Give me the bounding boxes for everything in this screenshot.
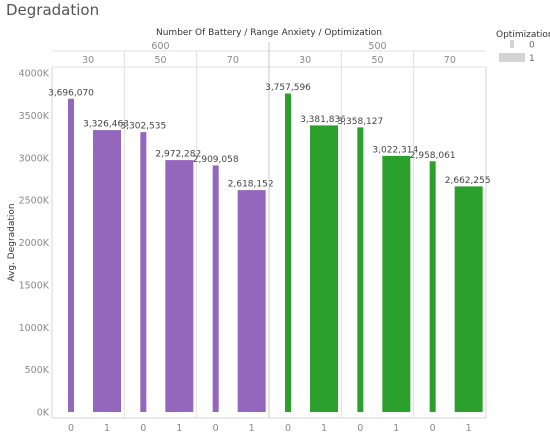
x-tick-label: 0 xyxy=(285,423,291,434)
battery-header-label: 600 xyxy=(151,41,169,52)
bar-value-label: 2,618,152 xyxy=(228,180,274,190)
bar xyxy=(429,161,436,412)
bar xyxy=(454,186,483,412)
bar xyxy=(237,190,266,412)
x-tick-label: 0 xyxy=(68,423,74,434)
bar xyxy=(93,130,121,412)
bar xyxy=(212,165,219,412)
bar xyxy=(140,132,147,412)
bar-value-label: 2,909,058 xyxy=(193,155,239,165)
bar-value-label: 3,381,836 xyxy=(300,115,346,125)
y-tick-label: 2000K xyxy=(19,238,50,249)
y-tick-label: 4000K xyxy=(19,69,50,80)
bar xyxy=(165,160,194,412)
bar-value-label: 2,958,061 xyxy=(410,151,456,161)
bar-value-label: 3,696,070 xyxy=(48,88,94,98)
y-axis-title: Avg. Degradation xyxy=(7,203,17,281)
y-tick-label: 1000K xyxy=(19,323,50,334)
x-tick-label: 1 xyxy=(104,423,110,434)
y-tick-label: 3000K xyxy=(19,153,50,164)
x-tick-label: 1 xyxy=(321,423,327,434)
range-anxiety-header-label: 30 xyxy=(299,55,311,66)
battery-header-label: 500 xyxy=(368,41,386,52)
bar-value-label: 2,972,282 xyxy=(155,150,201,160)
bar-value-label: 2,662,255 xyxy=(445,176,491,186)
bar-value-label: 3,022,314 xyxy=(372,145,418,155)
x-tick-label: 1 xyxy=(466,423,472,434)
range-anxiety-header-label: 70 xyxy=(227,55,239,66)
chart-title: Degradation xyxy=(6,1,100,19)
y-tick-label: 3500K xyxy=(19,111,50,122)
bar xyxy=(68,98,74,413)
legend-swatch-wide xyxy=(499,53,525,62)
x-tick-label: 0 xyxy=(430,423,436,434)
x-tick-label: 1 xyxy=(249,423,255,434)
y-tick-label: 0K xyxy=(37,408,50,419)
x-tick-label: 1 xyxy=(393,423,399,434)
legend-label: 1 xyxy=(529,54,535,64)
y-tick-label: 2500K xyxy=(19,196,50,207)
x-tick-label: 0 xyxy=(357,423,363,434)
bar xyxy=(310,125,338,412)
legend-swatch-thin xyxy=(510,40,514,48)
range-anxiety-header-label: 50 xyxy=(371,55,383,66)
bar-value-label: 3,358,127 xyxy=(337,117,383,127)
bar-value-label: 3,302,535 xyxy=(120,122,166,132)
bar-value-label: 3,757,596 xyxy=(265,83,311,93)
x-tick-label: 0 xyxy=(213,423,219,434)
range-anxiety-header-label: 30 xyxy=(82,55,94,66)
bar-value-label: 3,326,463 xyxy=(83,120,129,130)
range-anxiety-header-label: 70 xyxy=(444,55,456,66)
y-tick-label: 1500K xyxy=(19,280,50,291)
bar xyxy=(382,155,411,412)
bar xyxy=(285,93,291,413)
legend-label: 0 xyxy=(529,41,535,51)
x-tick-label: 1 xyxy=(176,423,182,434)
column-header-title: Number Of Battery / Range Anxiety / Opti… xyxy=(156,28,382,38)
y-tick-label: 500K xyxy=(25,365,50,376)
range-anxiety-header-label: 50 xyxy=(154,55,166,66)
legend-title: Optimization xyxy=(496,30,550,40)
x-tick-label: 0 xyxy=(140,423,146,434)
bar xyxy=(357,127,364,412)
